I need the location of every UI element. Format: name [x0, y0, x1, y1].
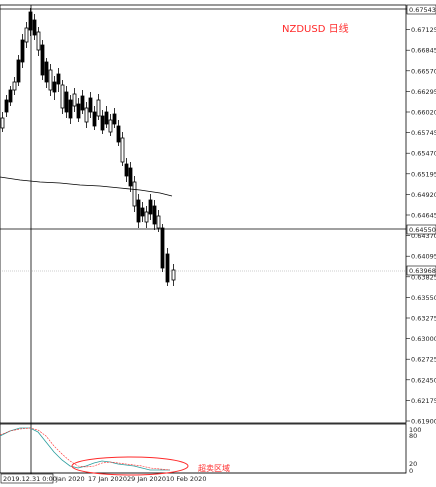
- candle-body: [32, 19, 37, 36]
- candle-body: [108, 119, 113, 133]
- candle-body: [16, 59, 21, 83]
- price-axis: 0.67125 0.66845 0.66570 0.66295 0.66020 0.657…: [406, 8, 436, 426]
- candle-body: [152, 205, 157, 225]
- time-axis: 2019.12.31 0:00 Jan 2020 17 Jan 2020 29 …: [0, 473, 206, 484]
- candle-body: [148, 199, 153, 215]
- candle-body: [84, 107, 89, 123]
- y-tick-label: 0.66020: [411, 109, 436, 117]
- price-tag-top: 0.67543: [406, 4, 436, 15]
- indicator-axis: 100 80 20 0: [409, 426, 421, 475]
- candle-body: [112, 113, 117, 125]
- x-label-3: 29 Jan 2020: [127, 475, 166, 483]
- stoch-signal-line: [0, 427, 171, 471]
- candle-body: [104, 111, 109, 125]
- candle-body: [76, 103, 81, 119]
- crosshair-time-tag: [0, 473, 54, 484]
- candle-body: [124, 163, 129, 177]
- y-tick-label: 0.62725: [411, 356, 436, 364]
- candle-body: [136, 199, 141, 223]
- candle-body: [52, 81, 57, 93]
- indicator-level-100: 100: [409, 426, 421, 434]
- y-tick-label: 0.64370: [411, 232, 436, 240]
- price-tag-mid: 0.64550: [406, 224, 436, 235]
- y-tick-label: 0.65745: [411, 129, 436, 137]
- candle-body: [144, 211, 149, 223]
- candle-body: [68, 99, 73, 119]
- y-tick-label: 0.62175: [411, 397, 436, 405]
- indicator-level-20: 20: [409, 460, 417, 468]
- y-tick-label: 0.65195: [411, 170, 436, 178]
- price-tag-top-text: 0.67543: [409, 6, 436, 14]
- candle-body: [40, 44, 45, 76]
- candle-body: [20, 39, 25, 63]
- candle-body: [48, 69, 53, 91]
- candle-body: [72, 93, 77, 107]
- candle-body: [120, 137, 125, 163]
- candle-body: [56, 73, 61, 85]
- candle-body: [12, 81, 17, 91]
- candle-body: [4, 99, 9, 113]
- y-tick-label: 0.63550: [411, 294, 436, 302]
- y-tick-label: 0.64645: [411, 212, 436, 220]
- oversold-ellipse: [71, 456, 189, 476]
- price-tag-current: 0.63968: [406, 265, 436, 276]
- x-label-0: 2019.12.31 0:00: [3, 475, 57, 483]
- candle-body: [128, 167, 133, 187]
- candle-body: [60, 84, 65, 109]
- candle-body: [44, 61, 49, 83]
- indicator-level-80: 80: [409, 432, 417, 440]
- y-tick-label: 0.64920: [411, 191, 436, 199]
- candle-body: [92, 111, 97, 127]
- y-tick-label: 0.66845: [411, 47, 436, 55]
- chart-title: NZDUSD 日线: [282, 22, 349, 35]
- indicator-level-0: 0: [409, 467, 413, 475]
- candle-body: [100, 115, 105, 131]
- x-label-4: 10 Feb 2020: [166, 475, 206, 483]
- price-panel: [0, 4, 407, 424]
- y-tick-label: 0.65470: [411, 150, 436, 158]
- candle-body: [88, 97, 93, 113]
- y-tick-label: 0.63275: [411, 315, 436, 323]
- candle-body: [132, 181, 137, 207]
- y-tick-label: 0.61900: [411, 418, 436, 426]
- candle-body: [140, 207, 145, 217]
- price-tag-mid-text: 0.64550: [409, 226, 436, 234]
- candle-body: [156, 215, 161, 229]
- candle-body: [165, 253, 170, 283]
- candle-body: [0, 117, 5, 129]
- candle-body: [160, 227, 165, 269]
- moving-average-line: [0, 176, 173, 197]
- candle-body: [80, 95, 85, 111]
- y-tick-label: 0.63000: [411, 335, 436, 343]
- y-tick-label: 0.67125: [411, 26, 436, 34]
- candle-body: [171, 269, 176, 281]
- oversold-label: 超卖区域: [198, 463, 230, 473]
- candle-body: [36, 31, 41, 51]
- candle-body: [24, 27, 29, 43]
- candle-body: [28, 11, 33, 31]
- y-tick-label: 0.62450: [411, 376, 436, 384]
- candle-body: [96, 99, 101, 117]
- candle-body: [64, 91, 69, 113]
- stoch-main-line: [0, 427, 170, 471]
- y-tick-label: 0.63825: [411, 273, 436, 281]
- candle-body: [116, 125, 121, 143]
- y-tick-label: 0.64095: [411, 253, 436, 261]
- candlestick-series: [0, 8, 176, 286]
- y-tick-label: 0.66570: [411, 67, 436, 75]
- candle-body: [8, 89, 13, 103]
- x-label-2: 17 Jan 2020: [88, 475, 127, 483]
- price-tag-current-text: 0.63968: [409, 267, 436, 275]
- y-tick-label: 0.66295: [411, 88, 436, 96]
- x-label-1: Jan 2020: [55, 475, 85, 483]
